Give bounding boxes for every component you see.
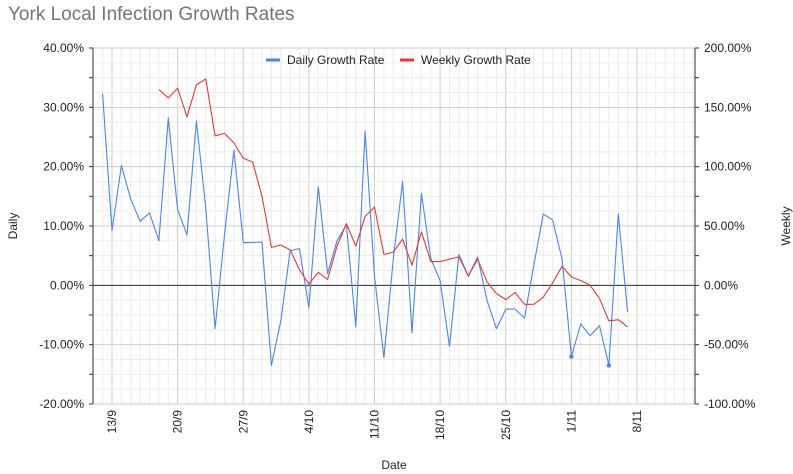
y-right-tick-label: 200.00% — [704, 41, 752, 55]
y-right-axis-title: Weekly — [779, 206, 793, 245]
daily-data-point — [569, 354, 574, 359]
y-right-tick-label: -100.00% — [704, 397, 756, 411]
chart-title: York Local Infection Growth Rates — [8, 4, 295, 25]
y-right-tick-label: 50.00% — [704, 219, 745, 233]
legend-label-weekly: Weekly Growth Rate — [421, 53, 531, 67]
x-tick-label: 25/10 — [499, 410, 513, 440]
y-left-tick-label: 30.00% — [43, 100, 84, 114]
x-tick-label: 20/9 — [171, 410, 185, 434]
y-left-tick-label: 40.00% — [43, 41, 84, 55]
y-right-tick-label: -50.00% — [704, 338, 749, 352]
y-left-tick-label: -10.00% — [39, 338, 84, 352]
x-tick-label: 1/11 — [564, 410, 578, 433]
series-line-daily — [102, 93, 629, 366]
series-line-weekly — [158, 78, 628, 328]
y-left-tick-label: 20.00% — [43, 160, 84, 174]
daily-data-point — [606, 363, 612, 368]
y-left-tick-label: -20.00% — [39, 397, 84, 411]
grid-lines — [92, 47, 695, 405]
x-tick-label: 27/9 — [236, 410, 250, 434]
y-right-tick-label: 100.00% — [704, 160, 752, 174]
legend-label-daily: Daily Growth Rate — [287, 53, 385, 67]
y-right-tick-label: 0.00% — [704, 278, 738, 292]
y-left-tick-label: 0.00% — [50, 278, 84, 292]
x-tick-label: 18/10 — [433, 410, 447, 440]
y-right-tick-label: 150.00% — [704, 100, 752, 114]
x-axis-title: Date — [381, 458, 407, 472]
x-tick-label: 13/9 — [105, 410, 119, 434]
y-left-axis-title: Daily — [6, 213, 20, 240]
x-tick-label: 4/10 — [302, 410, 316, 434]
tick-labels: 40.00% 30.00% 20.00% 10.00% 0.00% -10.00% -20.… — [6, 41, 793, 472]
y-left-tick-label: 10.00% — [43, 219, 84, 233]
x-tick-label: 11/10 — [368, 410, 382, 439]
axes — [89, 47, 699, 405]
series-lines — [102, 78, 629, 368]
legend: Daily Growth Rate Weekly Growth Rate — [266, 53, 531, 67]
x-tick-label: 8/11 — [630, 410, 644, 433]
